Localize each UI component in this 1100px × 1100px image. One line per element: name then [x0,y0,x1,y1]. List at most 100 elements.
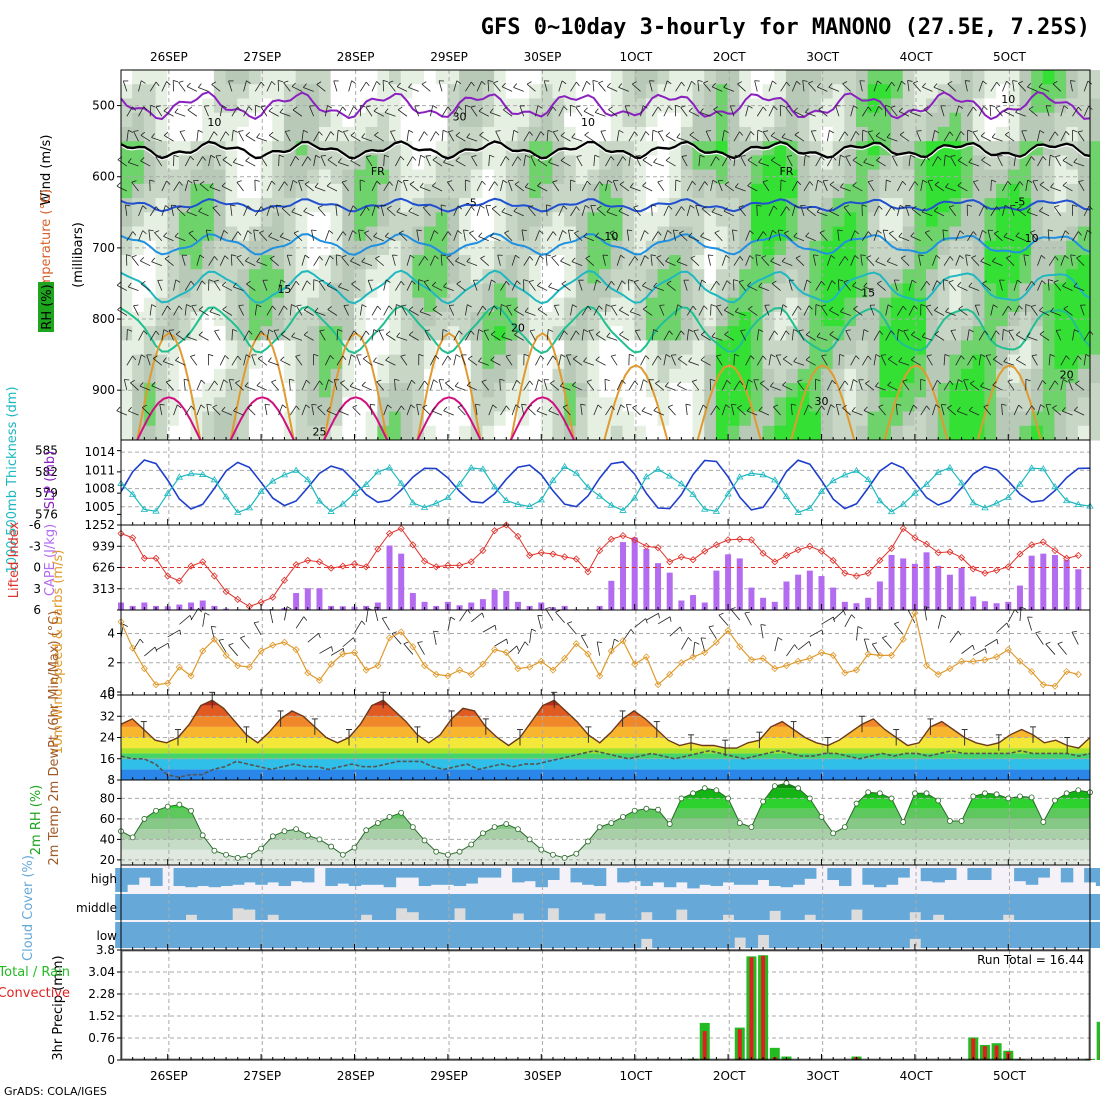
rh-cell [202,70,215,85]
wind-barb [1073,286,1085,291]
wind-barb [1047,229,1050,241]
wind-barb [174,232,179,237]
wind-barb [716,281,720,286]
wind-barb [983,205,988,210]
rh-cell [809,183,822,199]
wind-barb [632,404,638,408]
rh-cell [809,126,822,142]
wind-barb [423,281,431,291]
wind-barb [568,229,574,232]
wind-barb [190,280,195,286]
wind-barb [186,336,198,341]
wind-barb [898,232,903,237]
wind-barb [572,355,578,360]
wind-barb [1039,130,1045,134]
wind-barb [745,255,751,266]
rh-cell [424,425,437,441]
rh-cell [120,354,134,370]
rh-cell [1089,311,1100,327]
wind-barb [1069,80,1073,92]
rh-cell [540,212,554,228]
rh-cell [1066,155,1079,171]
wind-barb [128,129,133,133]
wind-barb [233,129,238,133]
wind-barb [875,382,879,387]
rh-cell [178,84,192,99]
wind-barb [149,304,152,316]
rh-cell [634,212,647,228]
wind-barb [693,329,699,332]
wind-barb [443,282,447,288]
rh-cell [389,155,402,171]
rh-cell [891,226,904,242]
rh-cell [1031,212,1044,228]
rh-cell [155,198,169,213]
wind-barb [821,405,825,410]
rh-cell [295,311,309,327]
wind-barb [813,254,819,256]
wind-barb [587,305,592,311]
wind-barb [788,279,793,291]
rh-cell [318,397,332,413]
wind-barb [478,329,484,333]
wind-barb [1055,155,1061,157]
wind-barb [269,258,279,266]
rh-cell [365,297,379,313]
date-label-top: 4OCT [900,50,933,64]
wind-barb [959,230,965,235]
rh-cell [657,326,671,341]
wind-barb [212,406,221,416]
wind-barb [222,285,233,291]
wind-barb [148,229,154,232]
thickness-marker [771,476,779,483]
wind-barb [453,106,460,117]
wind-barb [338,406,343,412]
rh-cell [318,255,332,270]
wind-barb [494,181,499,186]
wind-barb [329,355,334,360]
rh-cell [587,84,601,99]
rh-cell [820,240,834,256]
rh-cell [1077,326,1091,341]
rh-cell [645,425,659,441]
cape-bar [491,589,498,610]
wind-barb [411,379,416,384]
wind-barb [511,130,515,142]
wind-barb [1054,131,1059,136]
thickness-marker [981,504,989,511]
rh-cell [1042,297,1056,313]
rh-cell [739,425,752,441]
wind-barb [713,109,723,117]
rh-cell [984,368,998,384]
thickness-marker [829,476,837,484]
thickness-marker [619,506,627,513]
wind-barb [523,131,530,142]
rh-cell [225,112,239,128]
rh-cell [330,411,344,427]
wind-barb [873,205,880,217]
wind-barb [295,405,300,411]
wind-barb [581,205,586,216]
wind-barb [597,404,603,409]
wind-barb [528,205,534,208]
rh-cell [283,126,297,142]
wind-barb [422,207,431,217]
rh-cell [295,269,309,284]
wind-barb [161,205,166,216]
rh-cell [867,326,881,341]
rh-cell [552,326,566,341]
wind-barb [350,131,355,136]
rh-cell [1031,326,1044,341]
wind-barb [1030,232,1038,242]
wind-barb [1017,83,1027,92]
wind-barb [686,305,694,316]
rh-cell [926,411,939,427]
wind-barb [385,356,390,361]
rh-cell [494,411,507,427]
temp-contour-minus-20 [120,90,1091,121]
rh-cell [680,169,694,185]
rh-cell [996,212,1009,228]
wind-barb [433,379,438,383]
wind-barb [306,379,311,384]
wind-barb [772,80,777,85]
